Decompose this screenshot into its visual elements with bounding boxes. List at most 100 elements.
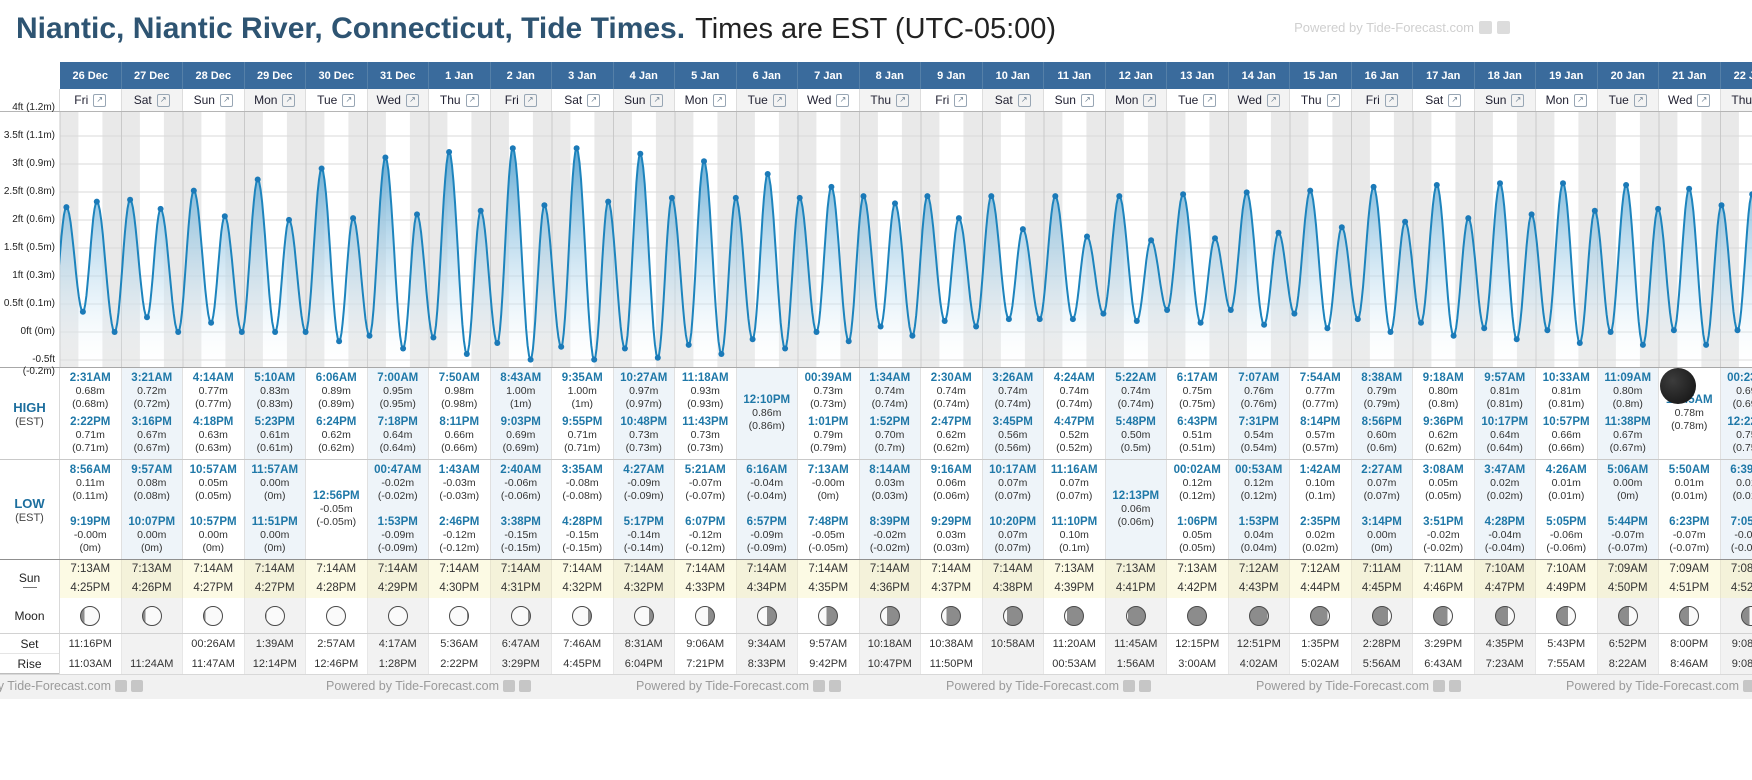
day-header[interactable]: Wed ↗ — [798, 89, 860, 111]
watermark-link-icon[interactable] — [1139, 680, 1151, 692]
tide-height-m-paren: (0.81m) — [1486, 398, 1523, 410]
external-link-icon[interactable]: ↗ — [465, 93, 479, 107]
watermark-link-icon[interactable] — [1743, 680, 1752, 692]
footer-watermark[interactable]: Powered by Tide-Forecast.com — [1256, 679, 1461, 693]
day-header[interactable]: Wed ↗ — [1659, 89, 1721, 111]
watermark-link-icon[interactable] — [1433, 680, 1445, 692]
day-header[interactable]: Tue ↗ — [1597, 89, 1659, 111]
low-tide-entry: 10:57PM 0.00m (0m) — [183, 516, 244, 555]
watermark-link-icon[interactable] — [1497, 21, 1510, 34]
day-header[interactable]: Wed ↗ — [367, 89, 429, 111]
moonrise-time: 7:23AM — [1474, 654, 1536, 674]
tide-height-m-paren: (0.63m) — [195, 442, 232, 454]
external-link-icon[interactable]: ↗ — [954, 93, 968, 107]
sunset-time: 4:52PM — [1730, 582, 1752, 594]
watermark-link-icon[interactable] — [1123, 680, 1135, 692]
watermark-link-icon[interactable] — [115, 680, 127, 692]
day-header[interactable]: Mon ↗ — [675, 89, 737, 111]
footer-watermark[interactable]: Powered by Tide-Forecast.com — [636, 679, 841, 693]
external-link-icon[interactable]: ↗ — [836, 93, 850, 107]
day-header[interactable]: Mon ↗ — [1536, 89, 1598, 111]
day-header[interactable]: Thu↗ — [1290, 89, 1352, 111]
tide-height-m: -0.07m — [1672, 529, 1706, 541]
external-link-icon[interactable]: ↗ — [1633, 93, 1647, 107]
day-header[interactable]: Mon ↗ — [1105, 89, 1167, 111]
tide-time: 2:46PM — [439, 516, 480, 528]
low-tide-entry: 1:53PM -0.09m (-0.09m) — [368, 516, 429, 555]
external-link-icon[interactable]: ↗ — [1203, 93, 1217, 107]
external-link-icon[interactable]: ↗ — [1448, 93, 1462, 107]
tide-height-m: 0.86m — [752, 407, 782, 419]
external-link-icon[interactable]: ↗ — [1143, 93, 1157, 107]
watermark-link-icon[interactable] — [829, 680, 841, 692]
watermark-link-icon[interactable] — [131, 680, 143, 692]
external-link-icon[interactable]: ↗ — [282, 93, 296, 107]
day-header[interactable]: Sun ↗ — [183, 89, 245, 111]
day-header[interactable]: Fri ↗ — [60, 89, 122, 111]
day-header[interactable]: Thu↗ — [429, 89, 491, 111]
tide-height-m: 1.00m — [567, 385, 597, 397]
external-link-icon[interactable]: ↗ — [219, 93, 233, 107]
day-header[interactable]: Fri ↗ — [921, 89, 983, 111]
day-header[interactable]: Sun ↗ — [1044, 89, 1106, 111]
low-tide-entry: 11:16AM 0.07m (0.07m) — [1044, 464, 1105, 503]
footer-watermark[interactable]: Powered by Tide-Forecast.com — [326, 679, 531, 693]
tide-time: 4:47PM — [1054, 416, 1095, 428]
day-header[interactable]: Wed ↗ — [1228, 89, 1290, 111]
day-header[interactable]: Sat ↗ — [982, 89, 1044, 111]
day-header[interactable]: Sun ↗ — [613, 89, 675, 111]
watermark-top[interactable]: Powered by Tide-Forecast.com — [1294, 20, 1510, 35]
tide-time: 7:18PM — [377, 416, 418, 428]
tide-height-m-paren: (-0.07m) — [1669, 542, 1710, 554]
footer-watermark[interactable]: Powered by Tide-Forecast.com — [1566, 679, 1752, 693]
external-link-icon[interactable]: ↗ — [523, 93, 537, 107]
moon-phase-cell — [1720, 598, 1752, 633]
footer-watermark[interactable]: Powered by Tide-Forecast.com — [946, 679, 1151, 693]
day-header[interactable]: Thu↗ — [1720, 89, 1752, 111]
external-link-icon[interactable]: ↗ — [1573, 93, 1587, 107]
day-header[interactable]: Thu↗ — [859, 89, 921, 111]
watermark-link-icon[interactable] — [519, 680, 531, 692]
external-link-icon[interactable]: ↗ — [587, 93, 601, 107]
external-link-icon[interactable]: ↗ — [1697, 93, 1711, 107]
sunset-time: 4:32PM — [562, 582, 603, 594]
external-link-icon[interactable]: ↗ — [896, 93, 910, 107]
external-link-icon[interactable]: ↗ — [405, 93, 419, 107]
watermark-link-icon[interactable] — [1479, 21, 1492, 34]
watermark-link-icon[interactable] — [503, 680, 515, 692]
watermark-link-icon[interactable] — [813, 680, 825, 692]
day-header[interactable]: Sun ↗ — [1474, 89, 1536, 111]
moonset-time: 10:18AM — [859, 634, 921, 654]
external-link-icon[interactable]: ↗ — [712, 93, 726, 107]
tide-time: 00:39AM — [804, 372, 852, 384]
day-header[interactable]: Tue ↗ — [736, 89, 798, 111]
external-link-icon[interactable]: ↗ — [772, 93, 786, 107]
tide-height-m: 0.57m — [1305, 429, 1335, 441]
footer-watermark[interactable]: Powered by Tide-Forecast.com — [0, 679, 143, 693]
external-link-icon[interactable]: ↗ — [1326, 93, 1340, 107]
day-header[interactable]: Fri ↗ — [1351, 89, 1413, 111]
day-header[interactable]: Fri ↗ — [490, 89, 552, 111]
external-link-icon[interactable]: ↗ — [1511, 93, 1525, 107]
external-link-icon[interactable]: ↗ — [156, 93, 170, 107]
external-link-icon[interactable]: ↗ — [1080, 93, 1094, 107]
sunset-time: 4:28PM — [316, 582, 357, 594]
tide-time: 9:55PM — [562, 416, 603, 428]
day-header[interactable]: Mon ↗ — [244, 89, 306, 111]
low-tide-cell: 4:27AM -0.09m (-0.09m) 5:17PM -0.14m (-0.14m) — [613, 460, 675, 559]
day-header[interactable]: Sat ↗ — [552, 89, 614, 111]
day-header[interactable]: Sat ↗ — [121, 89, 183, 111]
day-header[interactable]: Tue ↗ — [306, 89, 368, 111]
day-header[interactable]: Tue ↗ — [1167, 89, 1229, 111]
external-link-icon[interactable]: ↗ — [650, 93, 664, 107]
external-link-icon[interactable]: ↗ — [1017, 93, 1031, 107]
day-header[interactable]: Sat ↗ — [1413, 89, 1475, 111]
external-link-icon[interactable]: ↗ — [93, 93, 107, 107]
external-link-icon[interactable]: ↗ — [342, 93, 356, 107]
tide-time: 1:53PM — [377, 516, 418, 528]
watermark-link-icon[interactable] — [1449, 680, 1461, 692]
external-link-icon[interactable]: ↗ — [1384, 93, 1398, 107]
tide-height-m: 0.67m — [1613, 429, 1643, 441]
external-link-icon[interactable]: ↗ — [1266, 93, 1280, 107]
tide-height-m-paren: (0.93m) — [687, 398, 724, 410]
